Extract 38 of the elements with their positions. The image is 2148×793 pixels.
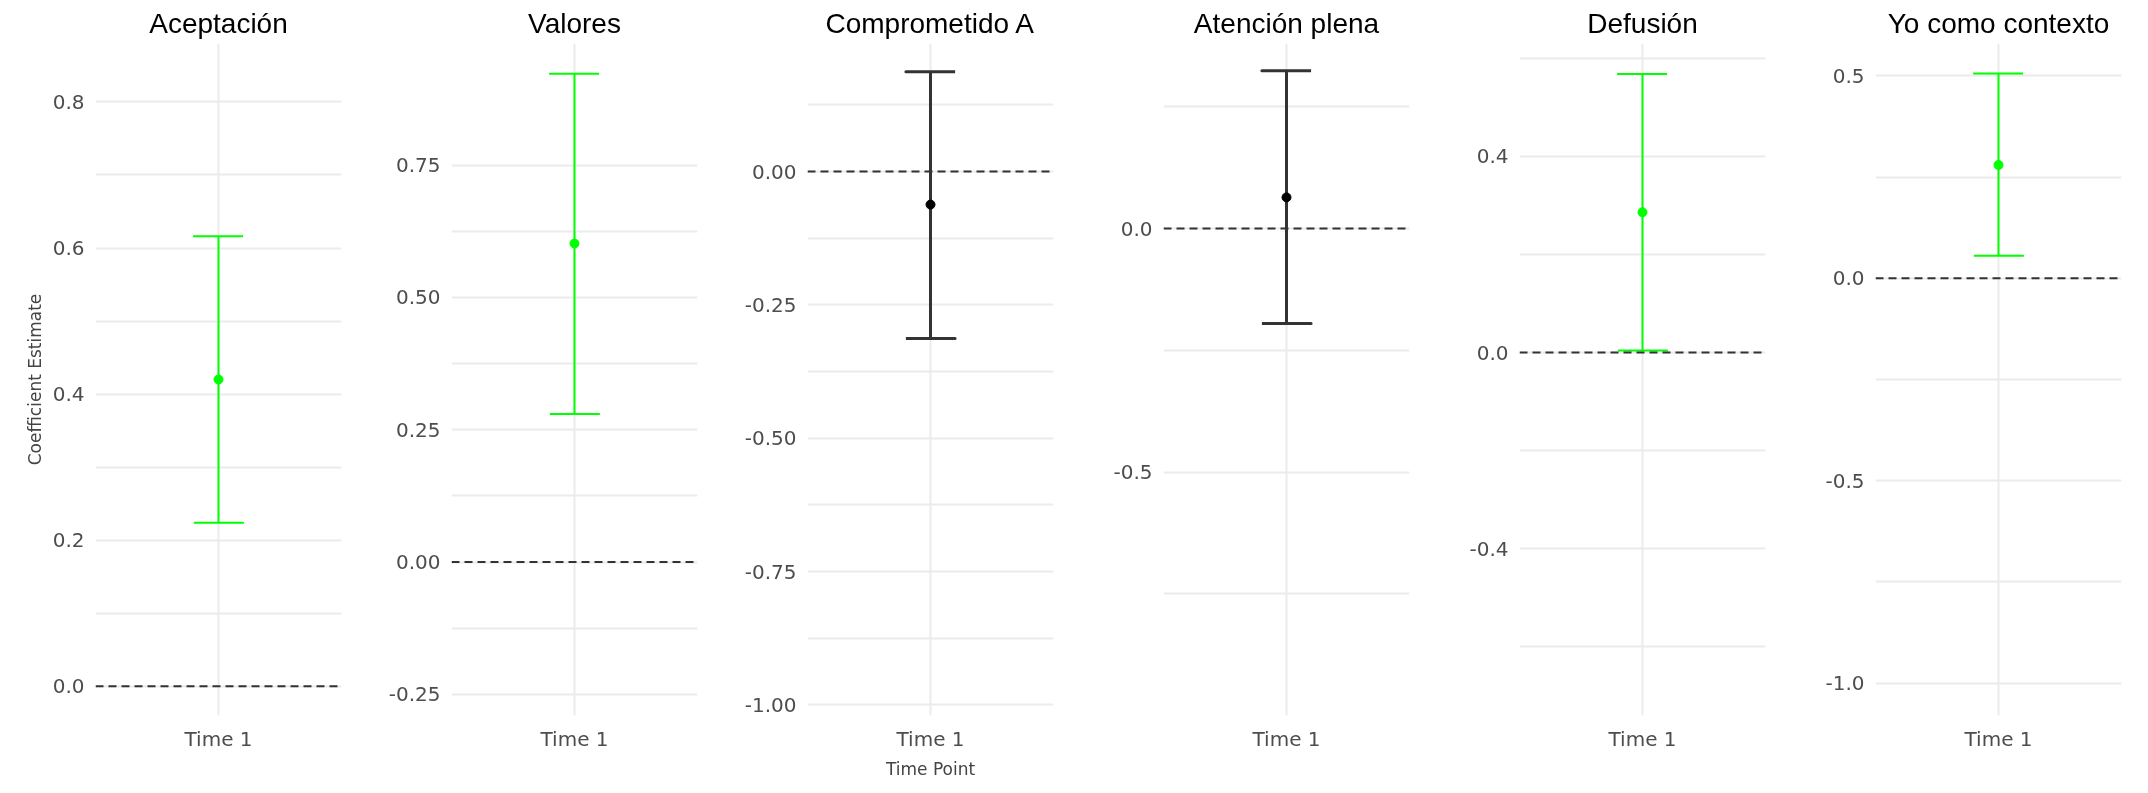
y-tick-label: 0.5: [1832, 63, 1865, 88]
x-tick-label: Time 1: [1607, 726, 1677, 751]
x-tick-label: Time 1: [1963, 726, 2033, 751]
y-tick-label: 0.4: [1476, 144, 1509, 169]
y-axis-title: Coefficient Estimate: [24, 293, 45, 466]
y-tick-label: -0.75: [744, 559, 797, 584]
chart-title: Atención plena: [1193, 7, 1380, 39]
chart-title: Aceptación: [149, 7, 288, 39]
x-axis-title: Time Point: [884, 758, 976, 779]
y-tick-label: -0.5: [1113, 460, 1153, 485]
chart-title: Valores: [528, 7, 621, 39]
y-tick-label: -0.5: [1825, 468, 1865, 493]
y-tick-label: 0.25: [395, 417, 441, 442]
y-tick-label: 0.8: [52, 89, 85, 114]
y-tick-label: -1.00: [744, 692, 797, 717]
y-tick-label: 0.00: [395, 550, 441, 575]
chart-title: Yo como contexto: [1887, 7, 2110, 39]
chart-title: Comprometido A: [825, 7, 1035, 39]
y-tick-label: -1.0: [1825, 671, 1865, 696]
chart-title: Defusión: [1587, 7, 1698, 39]
y-tick-label: 0.0: [1832, 266, 1865, 291]
y-tick-label: 0.75: [395, 153, 441, 178]
y-tick-label: -0.25: [744, 292, 797, 317]
x-tick-label: Time 1: [183, 726, 253, 751]
x-tick-label: Time 1: [1251, 726, 1321, 751]
y-tick-label: -0.4: [1469, 536, 1509, 561]
y-tick-label: 0.6: [52, 236, 85, 261]
y-tick-label: -0.50: [744, 426, 797, 451]
x-tick-label: Time 1: [539, 726, 609, 751]
x-tick-label: Time 1: [895, 726, 965, 751]
y-tick-label: 0.4: [52, 382, 85, 407]
y-tick-label: 0.0: [1476, 340, 1509, 365]
y-tick-label: 0.50: [395, 285, 441, 310]
y-tick-label: 0.0: [1120, 216, 1153, 241]
y-tick-label: -0.25: [388, 682, 441, 707]
y-tick-label: 0.2: [52, 528, 85, 553]
y-tick-label: 0.0: [52, 674, 85, 699]
y-tick-label: 0.00: [751, 159, 797, 184]
